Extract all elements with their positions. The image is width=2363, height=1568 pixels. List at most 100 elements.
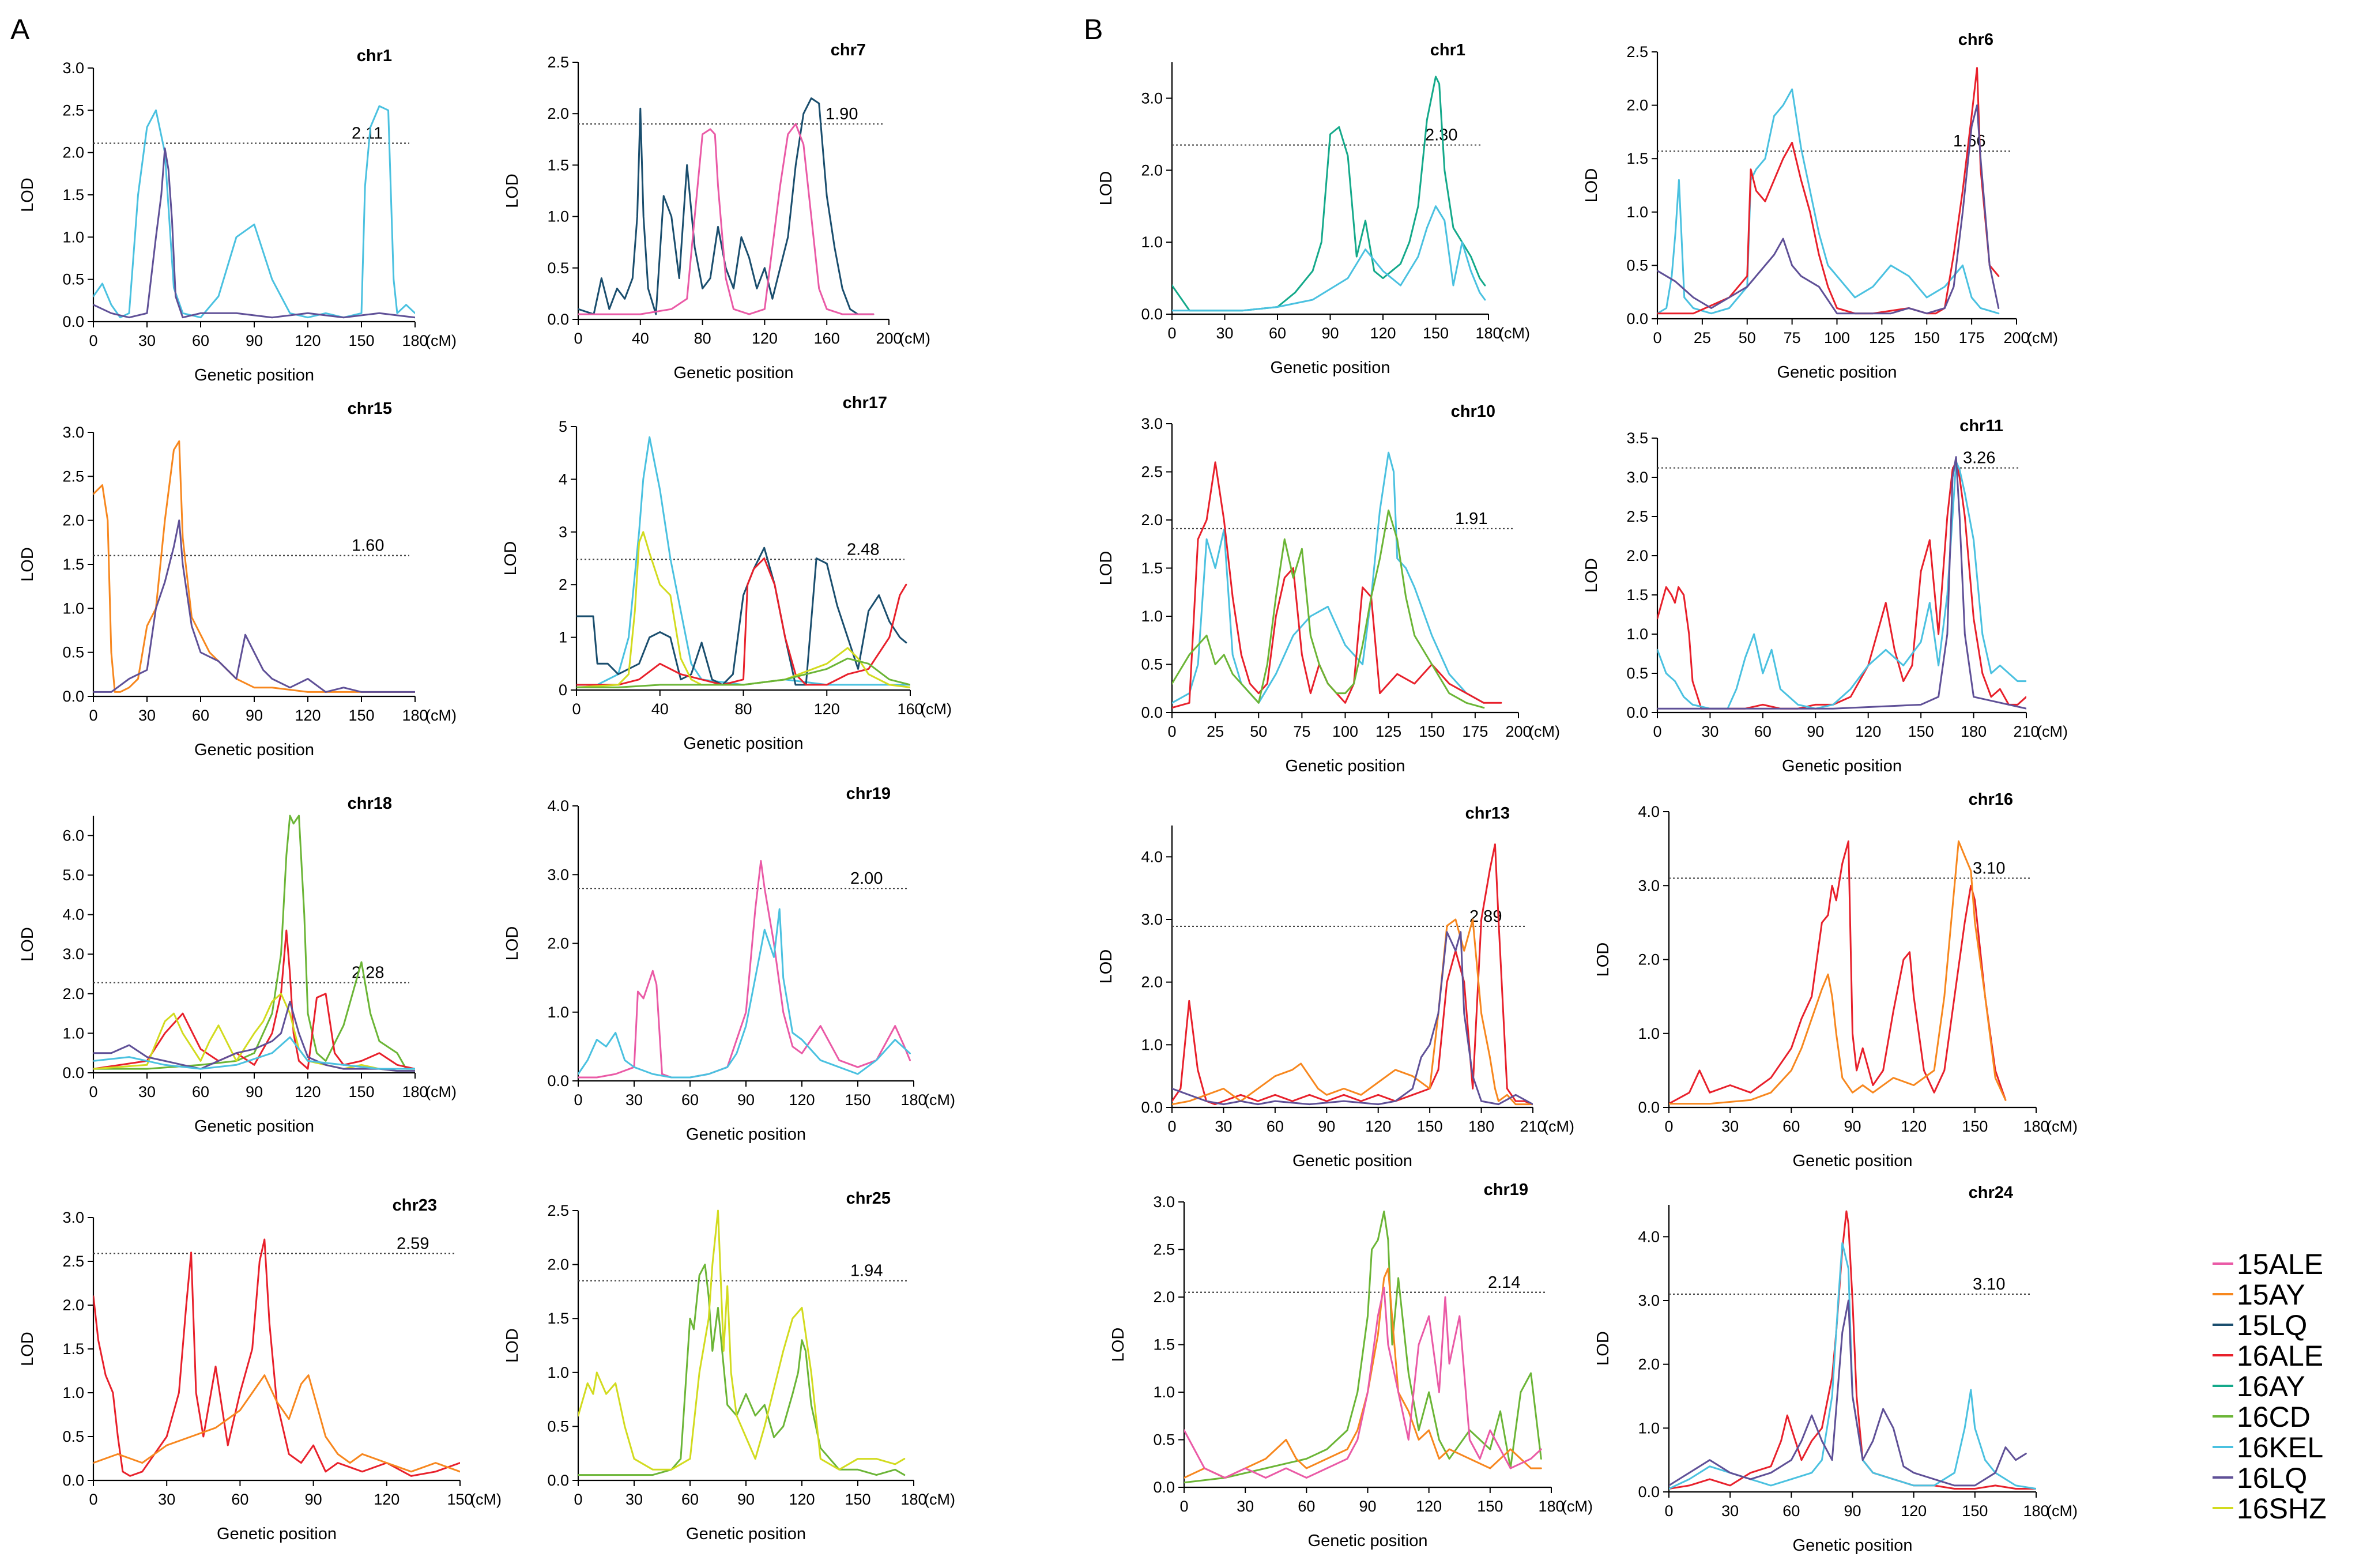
chart-a-chr7: 0.0 0.5 1.0 1.5 2.0 2.5 0 40 80 120 160 200(cM) chr7… [503, 41, 930, 382]
chart-b-chr19-xtick-label: 180 [1538, 1498, 1564, 1515]
chart-b-chr11-unit-label: (cM) [2037, 723, 2068, 740]
chart-a-chr1-xtick-label: 0 [89, 332, 97, 349]
chart-a-chr25-ytick-label: 1.0 [547, 1364, 569, 1381]
chart-a-chr17-xtick-label: 120 [814, 700, 840, 718]
chart-b-chr6-title: chr6 [1958, 31, 1993, 49]
chart-b-chr19-xtick-label: 120 [1416, 1498, 1442, 1515]
panel-letter-b: B [1084, 13, 1103, 46]
chart-b-chr13-ytick-label: 3.0 [1141, 911, 1163, 928]
chart-b-chr6-xtick-label: 200 [2003, 329, 2029, 346]
chart-a-chr15-xtick-label: 180 [402, 707, 428, 724]
chart-b-chr19: 0.0 0.5 1.0 1.5 2.0 2.5 3.0 0 30 60 90 120 150 180(cM… [1109, 1181, 1593, 1550]
chart-b-chr11: 0.0 0.5 1.0 1.5 2.0 2.5 3.0 3.5 0 30 60 90 120 150 180… [1582, 417, 2068, 775]
chart-b-chr16-xtick-label: 120 [1901, 1118, 1927, 1135]
chart-a-chr25-xtick-label: 0 [574, 1491, 582, 1508]
chart-b-chr10-ytick-label: 0.5 [1141, 656, 1163, 673]
chart-a-chr1-ytick-label: 2.0 [62, 144, 84, 161]
chart-a-chr19-series-15ale [578, 860, 911, 1079]
chart-a-chr17-series-16cd [576, 657, 910, 688]
chart-a-chr15-ylabel: LOD [18, 547, 37, 582]
legend-label-15ale: 15ALE [2237, 1248, 2323, 1280]
chart-b-chr6-ytick-label: 0.0 [1626, 310, 1648, 327]
chart-a-chr23-series-16ale [93, 1238, 460, 1477]
chart-a-chr15-threshold-label: 1.60 [352, 537, 384, 555]
chart-a-chr18-series-16ale [93, 929, 415, 1070]
chart-a-chr19-title: chr19 [846, 785, 891, 803]
chart-a-chr23-xtick-label: 30 [158, 1491, 175, 1508]
chart-b-chr24-ylabel: LOD [1594, 1331, 1612, 1366]
chart-a-chr17-xtick-label: 160 [897, 700, 923, 718]
chart-a-chr25-ytick-label: 1.5 [547, 1310, 569, 1327]
chart-b-chr6-ytick-label: 0.5 [1626, 257, 1648, 274]
chart-b-chr6-ytick-label: 1.0 [1626, 203, 1648, 221]
chart-a-chr15-series-group [93, 440, 415, 693]
chart-a-chr25-xtick-label: 180 [900, 1491, 926, 1508]
chart-a-chr7-ylabel: LOD [503, 174, 522, 208]
chart-b-chr19-xlabel: Genetic position [1308, 1532, 1428, 1550]
chart-a-chr15-ytick-label: 3.0 [62, 424, 84, 441]
chart-b-chr6: 0.0 0.5 1.0 1.5 2.0 2.5 0 25 50 75 100 125 150 175 200… [1582, 31, 2058, 382]
chart-a-chr7-ytick-label: 2.0 [547, 105, 569, 122]
chart-a-chr18-ytick-label: 1.0 [62, 1024, 84, 1042]
chart-a-chr1-ytick-label: 0.0 [62, 313, 84, 330]
chart-a-chr17-ytick-label: 4 [559, 470, 567, 488]
chart-b-chr13-xtick-label: 180 [1468, 1118, 1494, 1135]
chart-b-chr19-ytick-label: 1.0 [1153, 1384, 1175, 1401]
chart-b-chr13-ytick-label: 1.0 [1141, 1036, 1163, 1053]
chart-b-chr19-series-15ale [1184, 1287, 1542, 1479]
chart-b-chr1-xtick-label: 90 [1321, 325, 1339, 342]
chart-b-chr6-xlabel: Genetic position [1777, 363, 1897, 382]
chart-a-chr17-series-16shz [576, 531, 910, 688]
chart-b-chr11-series-16lq [1657, 456, 2026, 710]
chart-a-chr7-xtick-label: 160 [814, 330, 840, 347]
chart-b-chr1-ytick-label: 2.0 [1141, 161, 1163, 179]
chart-a-chr18-xtick-label: 30 [138, 1083, 156, 1100]
chart-a-chr18: 0.0 1.0 2.0 3.0 4.0 5.0 6.0 0 30 60 90 120 150 180(cM… [18, 794, 457, 1136]
chart-b-chr13-ytick-label: 2.0 [1141, 974, 1163, 991]
chart-b-chr13-xtick-label: 60 [1267, 1118, 1284, 1135]
chart-b-chr11-series-16ale [1657, 461, 2026, 710]
chart-b-chr6-series-16ale [1657, 67, 2000, 315]
chart-a-chr7-series-group [578, 97, 875, 315]
chart-a-chr15-ytick-label: 2.0 [62, 512, 84, 529]
chart-b-chr24-series-16lq [1669, 1299, 2027, 1487]
chart-a-chr25-xlabel: Genetic position [686, 1525, 806, 1543]
chart-a-chr17: 0 1 2 3 4 5 0 40 80 120 160(cM) chr17 Genetic positi… [502, 394, 952, 753]
chart-b-chr6-unit-label: (cM) [2027, 329, 2058, 346]
chart-a-chr18-xtick-label: 180 [402, 1083, 428, 1100]
chart-a-chr17-threshold-label: 2.48 [847, 540, 879, 559]
chart-b-chr10-xtick-label: 100 [1332, 723, 1358, 740]
chart-b-chr1-ylabel: LOD [1097, 171, 1115, 206]
chart-a-chr17-xtick-label: 0 [572, 700, 581, 718]
chart-a-chr19-xtick-label: 150 [845, 1091, 870, 1109]
chart-b-chr6-series-group [1657, 67, 2000, 315]
chart-b-chr24-xtick-label: 60 [1782, 1502, 1800, 1520]
chart-a-chr23-unit-label: (cM) [470, 1491, 502, 1508]
chart-b-chr6-xtick-label: 100 [1824, 329, 1850, 346]
chart-b-chr11-xtick-label: 150 [1908, 723, 1934, 740]
chart-a-chr1-ytick-label: 1.0 [62, 228, 84, 246]
chart-a-chr18-ytick-label: 3.0 [62, 945, 84, 963]
chart-a-chr18-ytick-label: 4.0 [62, 906, 84, 924]
chart-b-chr16-xtick-label: 30 [1721, 1118, 1739, 1135]
chart-b-chr13: 0.0 1.0 2.0 3.0 4.0 0 30 60 90 120 150 180 210(cM) ch… [1097, 804, 1574, 1170]
chart-b-chr6-ytick-label: 2.0 [1626, 97, 1648, 114]
chart-a-chr7-series-15ale [578, 123, 875, 315]
chart-a-chr18-series-16cd [93, 815, 415, 1070]
chart-a-chr25-threshold-label: 1.94 [850, 1262, 883, 1280]
chart-b-chr1-xtick-label: 0 [1167, 325, 1176, 342]
chart-a-chr1-xtick-label: 60 [192, 332, 209, 349]
chart-grid: 0.00.51.01.52.02.53.00 30 60 90 120 150 180(cM… [18, 31, 2078, 1555]
chart-b-chr10-ylabel: LOD [1097, 551, 1115, 586]
chart-b-chr11-xtick-label: 210 [2013, 723, 2039, 740]
chart-b-chr6-xtick-label: 50 [1739, 329, 1756, 346]
chart-b-chr1-series-16ay [1172, 76, 1486, 312]
chart-a-chr19-ylabel: LOD [503, 926, 522, 961]
chart-b-chr24-series-group [1669, 1210, 2036, 1490]
legend-label-16ale: 16ALE [2237, 1340, 2323, 1372]
chart-a-chr19-xtick-label: 60 [681, 1091, 699, 1109]
chart-b-chr13-threshold-label: 2.89 [1469, 907, 1502, 926]
chart-b-chr16-xtick-label: 0 [1664, 1118, 1673, 1135]
chart-a-chr25-series-16shz [578, 1209, 906, 1471]
